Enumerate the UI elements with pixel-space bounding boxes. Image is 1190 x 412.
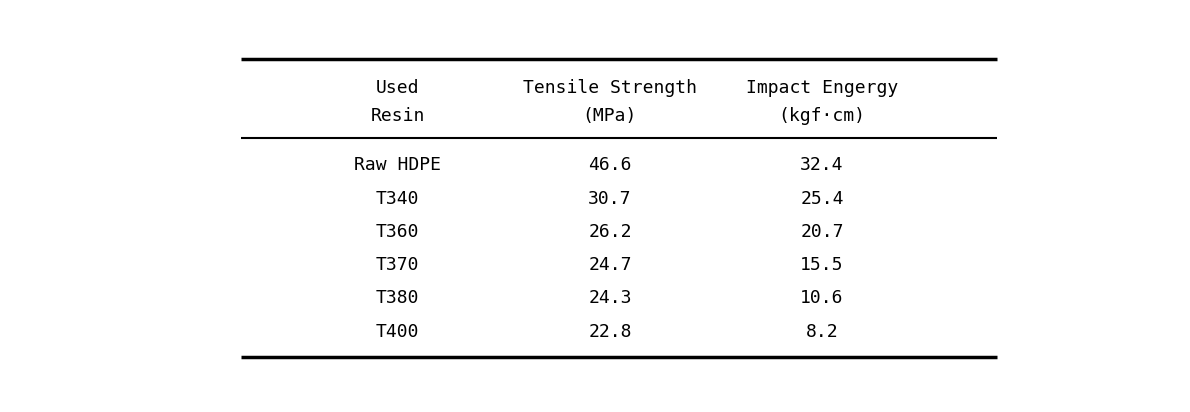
Text: 15.5: 15.5 <box>800 256 844 274</box>
Text: (kgf·cm): (kgf·cm) <box>778 107 865 125</box>
Text: T370: T370 <box>376 256 420 274</box>
Text: 32.4: 32.4 <box>800 156 844 174</box>
Text: T400: T400 <box>376 323 420 341</box>
Text: T360: T360 <box>376 223 420 241</box>
Text: 25.4: 25.4 <box>800 190 844 208</box>
Text: 24.7: 24.7 <box>588 256 632 274</box>
Text: T380: T380 <box>376 290 420 307</box>
Text: 24.3: 24.3 <box>588 290 632 307</box>
Text: Tensile Strength: Tensile Strength <box>522 79 697 96</box>
Text: 10.6: 10.6 <box>800 290 844 307</box>
Text: Used: Used <box>376 79 420 96</box>
Text: 30.7: 30.7 <box>588 190 632 208</box>
Text: 46.6: 46.6 <box>588 156 632 174</box>
Text: T340: T340 <box>376 190 420 208</box>
Text: 26.2: 26.2 <box>588 223 632 241</box>
Text: Raw HDPE: Raw HDPE <box>355 156 441 174</box>
Text: 22.8: 22.8 <box>588 323 632 341</box>
Text: 20.7: 20.7 <box>800 223 844 241</box>
Text: Impact Engergy: Impact Engergy <box>746 79 898 96</box>
Text: 8.2: 8.2 <box>806 323 838 341</box>
Text: Resin: Resin <box>370 107 425 125</box>
Text: (MPa): (MPa) <box>583 107 637 125</box>
